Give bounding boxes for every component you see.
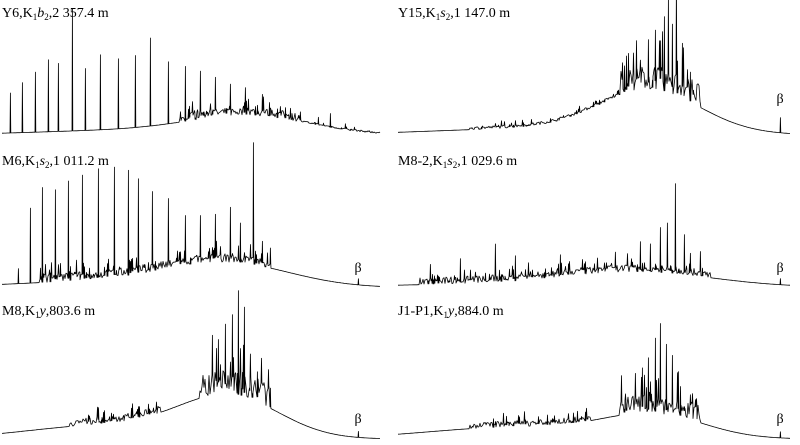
chromatogram-trace bbox=[397, 323, 790, 439]
panel-label: Y15,K1s2,1 147.0 m bbox=[398, 6, 510, 22]
subscript: 1 bbox=[33, 12, 38, 22]
subscript: 2 bbox=[44, 12, 49, 22]
panel-label: M8,K1y,803.6 m bbox=[2, 304, 95, 320]
beta-marker: β bbox=[776, 261, 783, 276]
well-formation: M8,K bbox=[2, 304, 35, 319]
chromatogram-trace bbox=[398, 183, 790, 286]
well-formation: Y15,K bbox=[398, 6, 436, 21]
depth: ,1 011.2 m bbox=[50, 154, 109, 169]
member: b bbox=[37, 6, 44, 21]
member: y bbox=[38, 304, 47, 319]
chromatogram-trace bbox=[2, 8, 381, 134]
depth: ,1 029.6 m bbox=[457, 154, 517, 169]
subscript: 2 bbox=[453, 160, 458, 170]
subscript: 2 bbox=[45, 160, 50, 170]
depth: ,884.0 m bbox=[454, 304, 504, 319]
beta-marker: β bbox=[776, 412, 783, 427]
depth: ,803.6 m bbox=[46, 304, 96, 319]
depth: ,1 147.0 m bbox=[450, 6, 510, 21]
subscript: 1 bbox=[444, 310, 449, 320]
subscript: 2 bbox=[446, 12, 451, 22]
panel-label: M8-2,K1s2,1 029.6 m bbox=[398, 154, 517, 170]
member: s bbox=[40, 154, 46, 169]
chromatogram-trace bbox=[398, 0, 790, 134]
chromatogram-trace bbox=[2, 142, 381, 287]
panel-label: Y6,K1b2,2 357.4 m bbox=[2, 6, 109, 22]
well-formation: J1-P1,K bbox=[398, 304, 444, 319]
subscript: 1 bbox=[35, 310, 40, 320]
well-formation: M8-2,K bbox=[398, 154, 443, 169]
subscript: 1 bbox=[436, 12, 441, 22]
member: y bbox=[446, 304, 455, 319]
well-formation: M6,K bbox=[2, 154, 35, 169]
depth: ,2 357.4 m bbox=[49, 6, 109, 21]
panel-label: M6,K1s2,1 011.2 m bbox=[2, 154, 109, 170]
beta-marker: β bbox=[354, 261, 361, 276]
subscript: 1 bbox=[443, 160, 448, 170]
member: s bbox=[440, 6, 446, 21]
panel-label: J1-P1,K1y,884.0 m bbox=[398, 304, 504, 320]
member: s bbox=[447, 154, 453, 169]
beta-marker: β bbox=[354, 412, 361, 427]
subscript: 1 bbox=[35, 160, 40, 170]
beta-marker: β bbox=[776, 92, 783, 107]
chromatogram-trace bbox=[1, 290, 380, 439]
well-formation: Y6,K bbox=[2, 6, 33, 21]
